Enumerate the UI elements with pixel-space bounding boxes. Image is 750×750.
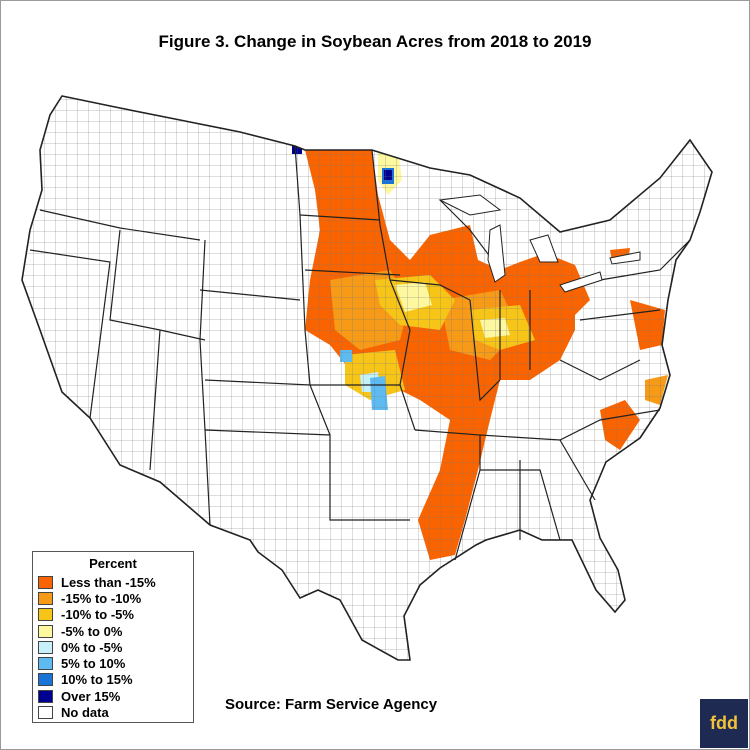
legend-swatch bbox=[38, 608, 53, 621]
legend-label: 0% to -5% bbox=[61, 640, 122, 655]
legend-label: 5% to 10% bbox=[61, 656, 125, 671]
legend-swatch bbox=[38, 657, 53, 670]
legend-label: -5% to 0% bbox=[61, 624, 122, 639]
legend-item: No data bbox=[33, 704, 193, 720]
legend-label: 10% to 15% bbox=[61, 672, 133, 687]
legend-item: -10% to -5% bbox=[33, 607, 193, 623]
legend-label: Less than -15% bbox=[61, 575, 156, 590]
legend-item: Less than -15% bbox=[33, 574, 193, 590]
legend-label: -10% to -5% bbox=[61, 607, 134, 622]
legend-item: Over 15% bbox=[33, 688, 193, 704]
region-5-to-0-coast bbox=[658, 412, 672, 432]
legend-item: 5% to 10% bbox=[33, 655, 193, 671]
source-note: Source: Farm Service Agency bbox=[225, 696, 437, 713]
legend-swatch bbox=[38, 625, 53, 638]
legend-label: No data bbox=[61, 705, 109, 720]
legend-item: -15% to -10% bbox=[33, 590, 193, 606]
legend-swatch bbox=[38, 592, 53, 605]
legend-label: -15% to -10% bbox=[61, 591, 141, 606]
legend: Percent Less than -15% -15% to -10% -10% t… bbox=[32, 551, 194, 723]
legend-swatch bbox=[38, 641, 53, 654]
legend-swatch bbox=[38, 706, 53, 719]
legend-item: 10% to 15% bbox=[33, 672, 193, 688]
legend-swatch bbox=[38, 576, 53, 589]
legend-title: Percent bbox=[33, 556, 193, 571]
legend-item: -5% to 0% bbox=[33, 623, 193, 639]
legend-label: Over 15% bbox=[61, 689, 120, 704]
legend-item: 0% to -5% bbox=[33, 639, 193, 655]
fdd-logo: fdd bbox=[700, 699, 748, 748]
legend-swatch bbox=[38, 673, 53, 686]
legend-swatch bbox=[38, 690, 53, 703]
